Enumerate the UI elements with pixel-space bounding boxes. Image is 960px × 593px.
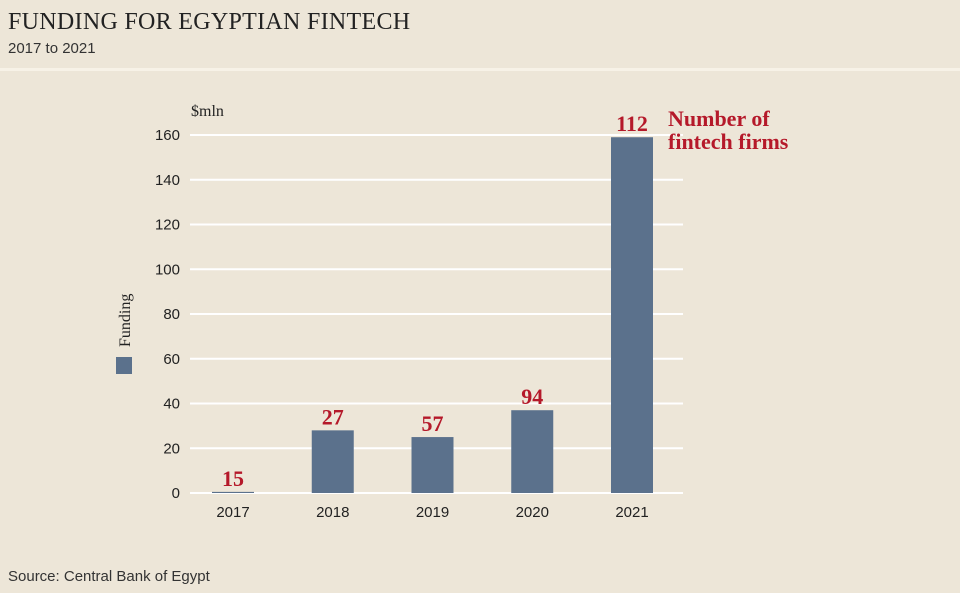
data-label-2017: 15 (222, 466, 244, 491)
y-tick-label: 20 (163, 440, 180, 457)
header-divider (0, 68, 960, 71)
x-tick-label: 2020 (516, 504, 549, 521)
y-tick-label: 100 (155, 261, 180, 278)
x-tick-label: 2021 (615, 504, 648, 521)
chart-subtitle: 2017 to 2021 (8, 40, 96, 57)
annotation-line-1: Number of (668, 106, 770, 131)
x-tick-label: 2018 (316, 504, 349, 521)
data-label-2021: 112 (616, 111, 648, 136)
data-label-2020: 94 (521, 384, 543, 409)
x-tick-label: 2017 (216, 504, 249, 521)
bar-2018 (311, 430, 354, 493)
y-tick-label: 120 (155, 217, 180, 234)
data-label-2019: 57 (422, 411, 444, 436)
legend-label: Funding (117, 294, 134, 347)
y-tick-label: 0 (172, 485, 180, 502)
bars (212, 137, 653, 494)
bar-2020 (511, 410, 554, 493)
x-axis-ticks: 2017 2018 2019 2020 2021 (216, 504, 648, 521)
bar-2017 (212, 491, 254, 493)
y-axis-ticks: 0 20 40 60 80 100 120 140 160 (155, 127, 180, 502)
chart-title: FUNDING FOR EGYPTIAN FINTECH (8, 9, 411, 35)
annotation: Number of fintech firms (668, 106, 789, 154)
legend-swatch (116, 357, 132, 374)
y-tick-label: 140 (155, 172, 180, 189)
data-label-2018: 27 (322, 404, 344, 429)
y-axis-unit: $mln (191, 103, 224, 120)
annotation-line-2: fintech firms (668, 129, 789, 154)
data-labels: 15 27 57 94 112 (222, 111, 648, 491)
y-tick-label: 80 (163, 306, 180, 323)
legend: Funding (116, 294, 134, 374)
y-tick-label: 60 (163, 351, 180, 368)
y-tick-label: 160 (155, 127, 180, 144)
bar-2019 (411, 437, 454, 493)
source-note: Source: Central Bank of Egypt (8, 568, 210, 585)
y-tick-label: 40 (163, 396, 180, 413)
x-tick-label: 2019 (416, 504, 449, 521)
bar-2021 (611, 137, 653, 494)
